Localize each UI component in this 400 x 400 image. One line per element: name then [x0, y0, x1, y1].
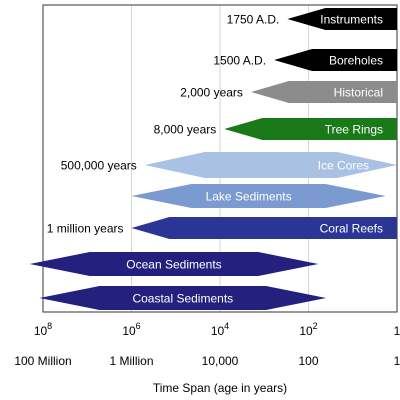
age-label: 500,000 years	[61, 159, 137, 173]
tick-label: 104	[211, 321, 229, 338]
bar-shape	[250, 81, 397, 103]
bar-label: Historical	[334, 86, 383, 100]
bar-label: Ocean Sediments	[126, 258, 221, 272]
age-label: 1 million years	[47, 222, 124, 236]
bar-label: Lake Sediments	[206, 190, 292, 204]
bar-shape	[131, 217, 397, 239]
bar-shape	[287, 8, 397, 30]
age-label: 8,000 years	[154, 123, 217, 137]
bar-coral-reefs: Coral Reefs 1 million years	[47, 217, 397, 239]
bar-label: Boreholes	[329, 54, 383, 68]
bar-instruments: Instruments 1750 A.D.	[227, 8, 397, 30]
tick-value-label: 1	[394, 354, 400, 368]
tick-label: 102	[299, 321, 317, 338]
age-label: 1750 A.D.	[227, 13, 280, 27]
bar-historical: Historical 2,000 years	[180, 81, 397, 103]
tick-label: 108	[34, 321, 52, 338]
bar-shape	[224, 118, 397, 140]
x-axis-label: Time Span (age in years)	[153, 381, 287, 395]
bar-label: Coastal Sediments	[132, 292, 233, 306]
bar-ocean-sediments: Ocean Sediments	[29, 252, 319, 276]
bar-label: Instruments	[320, 13, 383, 27]
bar-coastal-sediments: Coastal Sediments	[39, 286, 327, 310]
bar-label: Tree Rings	[325, 123, 383, 137]
bar-shape	[274, 49, 397, 71]
tick-label: 106	[122, 321, 140, 338]
tick-value-label: 100	[298, 354, 318, 368]
x-axis-ticks: 108 100 Million 106 1 Million 104 10,000 102 10…	[14, 321, 400, 368]
tick-label: 1	[394, 324, 400, 338]
bar-shape	[131, 184, 386, 208]
bar-tree-rings: Tree Rings 8,000 years	[154, 118, 397, 140]
age-label: 1500 A.D.	[213, 54, 266, 68]
tick-value-label: 100 Million	[14, 354, 71, 368]
bar-boreholes: Boreholes 1500 A.D.	[213, 49, 397, 71]
bar-lake-sediments: Lake Sediments	[131, 184, 386, 208]
tick-value-label: 1 Million	[109, 354, 153, 368]
proxy-bars: Instruments 1750 A.D. Boreholes 1500 A.D. Hi…	[29, 8, 397, 310]
plot-frame	[42, 4, 398, 313]
tick-value-label: 10,000	[202, 354, 239, 368]
bar-ice-cores: Ice Cores 500,000 years	[61, 152, 397, 178]
bar-shape	[39, 286, 327, 310]
bar-label: Ice Cores	[318, 159, 369, 173]
age-label: 2,000 years	[180, 86, 243, 100]
bar-label: Coral Reefs	[320, 222, 383, 236]
bar-shape	[144, 152, 397, 178]
bar-shape	[29, 252, 319, 276]
